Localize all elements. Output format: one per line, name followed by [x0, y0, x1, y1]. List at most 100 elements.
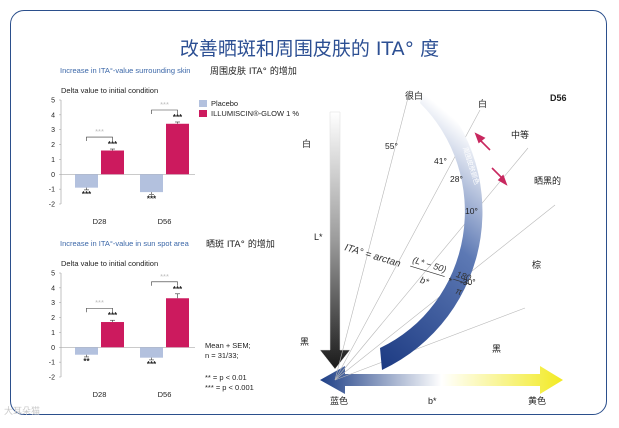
y-tick-label: 3	[51, 300, 55, 307]
l-axis-arrow	[319, 111, 351, 370]
formula-fraction-bar-2	[453, 278, 471, 285]
x-category-label: D56	[158, 217, 172, 226]
angle-41: 41°	[434, 156, 447, 166]
y-tick-label: 0	[51, 345, 55, 352]
legend: Placebo ILLUMISCIN®-GLOW 1 %	[199, 98, 299, 118]
angle-10: 10°	[465, 206, 478, 216]
significance-label: ***	[82, 190, 92, 199]
legend-swatch-treatment	[199, 109, 207, 117]
x-category-label: D56	[158, 390, 172, 399]
formula-pi: π	[455, 286, 465, 298]
legend-item-treatment: ILLUMISCIN®-GLOW 1 %	[199, 108, 299, 118]
formula-180: 180	[455, 269, 472, 283]
bar-d28-treatment	[101, 150, 124, 175]
label-white: 白	[302, 138, 311, 150]
bar-d28-placebo	[75, 347, 98, 355]
label-blue: 蓝色	[330, 395, 348, 407]
y-tick-label: 1	[51, 330, 55, 337]
y-tick-label: 2	[51, 315, 55, 322]
chart2-caption: Increase in ITA°-value in sun spot area	[60, 239, 189, 248]
legend-label-treatment: ILLUMISCIN®-GLOW 1 %	[211, 108, 300, 118]
comparison-bracket	[151, 109, 178, 114]
category-very-light: 很白	[405, 90, 423, 102]
formula-times: *	[446, 276, 454, 288]
comparison-bracket	[86, 136, 113, 142]
bracket-significance: ***	[95, 127, 104, 136]
bar-d28-placebo	[75, 174, 98, 188]
watermark: 大耳朵猫	[4, 407, 41, 417]
bar-d56-treatment	[166, 123, 189, 175]
y-tick-label: 1	[51, 157, 55, 164]
page-title: 改善晒斑和周围皮肤的 ITA° 度	[179, 38, 440, 60]
comparison-bracket	[86, 307, 113, 313]
y-tick-label: 2	[51, 142, 55, 149]
chart1-caption: Increase in ITA°-value surrounding skin	[60, 66, 191, 75]
category-dark: 黑	[492, 344, 501, 355]
category-brown: 棕	[532, 259, 541, 271]
bar-d28-treatment	[101, 322, 124, 348]
y-tick-label: -2	[49, 375, 55, 382]
significance-label: ***	[173, 113, 183, 122]
y-tick-label: 5	[51, 98, 55, 105]
ita-arc	[380, 82, 483, 370]
angle-28: 28°	[450, 174, 463, 184]
bar-d56-placebo	[140, 347, 163, 358]
day-label: D56	[550, 93, 567, 103]
legend-label-placebo: Placebo	[211, 98, 239, 108]
category-tanned: 晒黑的	[534, 175, 561, 187]
arrow-intermediate-head	[474, 132, 486, 144]
y-tick-label: 3	[51, 127, 55, 134]
stats-n: n = 31/33;	[205, 351, 239, 360]
bracket-significance: ***	[95, 298, 104, 307]
ita-line-neg30	[334, 307, 526, 381]
significance-label: ***	[173, 285, 183, 294]
angle-neg30: -30°	[460, 277, 476, 287]
significance-label: **	[83, 357, 90, 366]
y-tick-label: 0	[51, 172, 55, 179]
y-tick-label: -1	[49, 360, 55, 367]
x-category-label: D28	[93, 217, 107, 226]
formula-fraction-bar	[410, 265, 445, 277]
y-tick-label: 4	[51, 285, 55, 292]
comparison-bracket	[151, 281, 178, 286]
label-yellow: 黄色	[528, 395, 546, 407]
significance-label: ***	[108, 140, 118, 149]
bar-d56-treatment	[166, 298, 189, 348]
y-tick-label: 5	[51, 271, 55, 278]
formula-numerator: (L* − 50)	[411, 255, 447, 275]
chart1-plot: -2 -1 0 1 2 3 4 5 *** *** *** D28 *** *** *** D56	[49, 98, 195, 226]
legend-swatch-placebo	[199, 99, 207, 107]
stats-mean: Mean + SEM;	[205, 341, 251, 350]
category-light: 白	[478, 98, 487, 110]
y-tick-label: -1	[49, 187, 55, 194]
chart1-caption-cn: 周围皮肤 ITA° 的增加	[210, 67, 297, 77]
ita-diagram: 白 L* 黑 蓝色 b* 黄色 很白 白 D56 中等 晒黑的 棕 黑 55° …	[300, 82, 567, 407]
ita-line-55	[334, 89, 411, 381]
formula-denominator: b*	[419, 275, 431, 287]
chart1-ylabel: Delta value to initial condition	[61, 86, 159, 95]
bracket-significance: ***	[160, 272, 169, 281]
chart2-caption-cn: 晒斑 ITA° 的增加	[206, 240, 275, 250]
significance-label: ***	[147, 194, 157, 203]
label-l-axis: L*	[314, 232, 323, 242]
stats-p1: ** = p < 0.01	[205, 373, 247, 382]
category-intermediate: 中等	[511, 129, 529, 141]
chart2-ylabel: Delta value to initial condition	[61, 259, 159, 268]
stats-p2: *** = p < 0.001	[205, 383, 254, 392]
figure-frame	[10, 10, 607, 415]
label-black: 黑	[300, 337, 309, 348]
y-tick-label: -2	[49, 202, 55, 209]
angle-55: 55°	[385, 141, 398, 151]
x-category-label: D28	[93, 390, 107, 399]
label-b-axis: b*	[428, 396, 437, 406]
significance-label: ***	[147, 360, 157, 369]
b-axis-arrow	[320, 366, 563, 394]
formula-main: ITA° = arctan	[343, 242, 402, 270]
significance-label: ***	[108, 311, 118, 320]
bar-d56-placebo	[140, 174, 163, 193]
bracket-significance: ***	[160, 100, 169, 109]
legend-item-placebo: Placebo	[199, 98, 299, 108]
arrow-tanned-head	[497, 174, 508, 186]
y-tick-label: 4	[51, 112, 55, 119]
